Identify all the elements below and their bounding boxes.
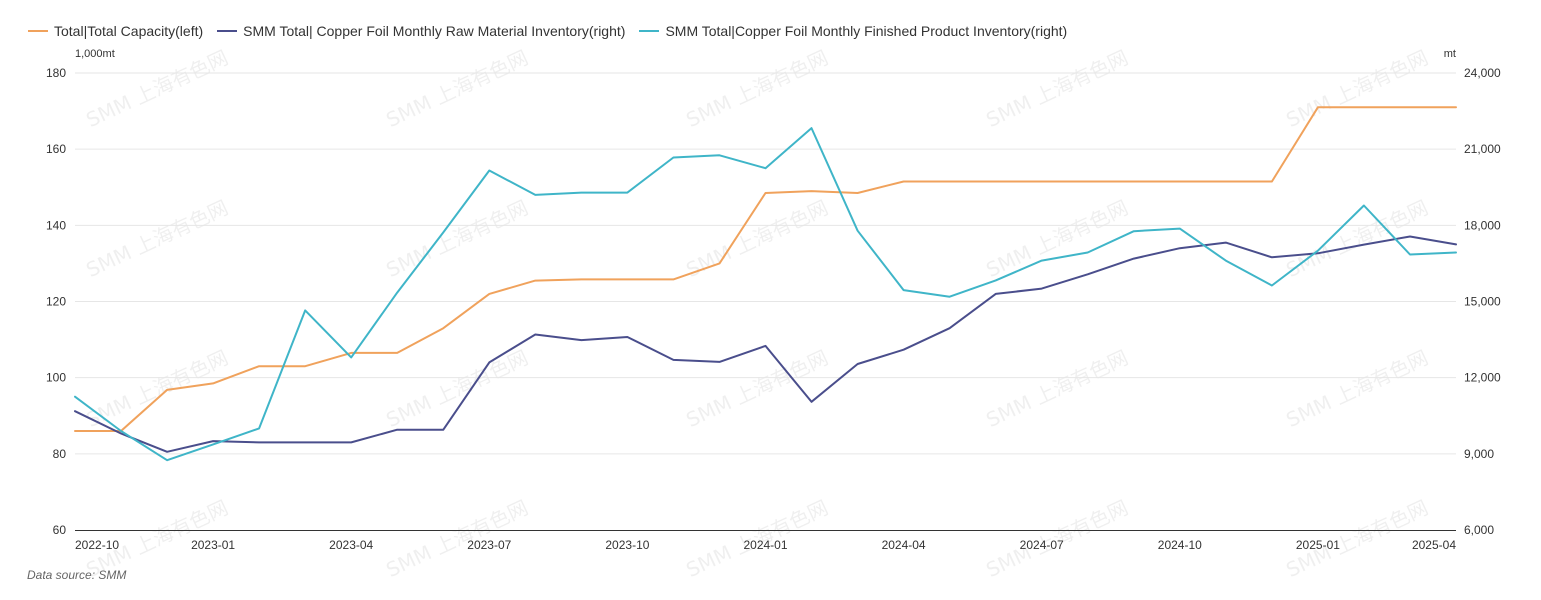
watermark-text: SMM 上海有色网 — [1282, 345, 1431, 432]
chart-legend: Total|Total Capacity(left) SMM Total| Co… — [28, 20, 1067, 42]
watermark-text: SMM 上海有色网 — [682, 45, 831, 132]
x-tick-label: 2022-10 — [75, 538, 119, 552]
left-tick-label: 180 — [46, 66, 66, 80]
right-tick-label: 24,000 — [1464, 66, 1501, 80]
legend-item-finished-product-inventory[interactable]: SMM Total|Copper Foil Monthly Finished P… — [639, 23, 1067, 39]
x-tick-label: 2023-04 — [329, 538, 373, 552]
series-line-raw-material-inventory[interactable] — [74, 235, 1457, 453]
legend-item-raw-material-inventory[interactable]: SMM Total| Copper Foil Monthly Raw Mater… — [217, 23, 625, 39]
watermark-text: SMM 上海有色网 — [82, 195, 231, 282]
legend-swatch-finished-product-inventory — [639, 30, 660, 32]
legend-item-total-capacity[interactable]: Total|Total Capacity(left) — [28, 23, 203, 39]
x-tick-label: 2024-01 — [743, 538, 787, 552]
legend-label-total-capacity: Total|Total Capacity(left) — [54, 23, 204, 39]
left-axis: 60 80 100 120 140 160 180 — [46, 66, 66, 537]
series-line-finished-product-inventory[interactable] — [74, 127, 1457, 462]
watermark-text: SMM 上海有色网 — [382, 195, 531, 282]
series-line-total-capacity[interactable] — [74, 106, 1457, 432]
left-axis-unit: 1,000mt — [75, 48, 115, 60]
watermark-layer: SMM 上海有色网 SMM 上海有色网 SMM 上海有色网 SMM 上海有色网 SMM … — [82, 45, 1431, 582]
x-tick-label: 2024-04 — [882, 538, 926, 552]
left-tick-label: 60 — [53, 523, 67, 537]
watermark-text: SMM 上海有色网 — [1282, 45, 1431, 132]
watermark-text: SMM 上海有色网 — [982, 345, 1131, 432]
right-tick-label: 15,000 — [1464, 295, 1501, 309]
left-tick-label: 100 — [46, 371, 66, 385]
left-tick-label: 120 — [46, 295, 66, 309]
watermark-text: SMM 上海有色网 — [382, 45, 531, 132]
series-lines — [74, 106, 1457, 462]
watermark-text: SMM 上海有色网 — [382, 345, 531, 432]
x-tick-label: 2025-01 — [1296, 538, 1340, 552]
legend-swatch-total-capacity — [28, 30, 48, 32]
right-tick-label: 6,000 — [1464, 523, 1494, 537]
right-tick-label: 18,000 — [1464, 218, 1501, 232]
watermark-text: SMM 上海有色网 — [1282, 195, 1431, 282]
right-axis: 6,000 9,000 12,000 15,000 18,000 21,000 24,000 — [1464, 66, 1501, 537]
x-tick-label: 2023-07 — [467, 538, 511, 552]
legend-label-raw-material-inventory: SMM Total| Copper Foil Monthly Raw Mater… — [243, 23, 626, 39]
left-tick-label: 160 — [46, 142, 66, 156]
x-tick-label: 2024-10 — [1158, 538, 1202, 552]
legend-swatch-raw-material-inventory — [217, 30, 238, 32]
watermark-text: SMM 上海有色网 — [982, 195, 1131, 282]
legend-label-finished-product-inventory: SMM Total|Copper Foil Monthly Finished P… — [665, 23, 1068, 39]
right-tick-label: 9,000 — [1464, 447, 1494, 461]
left-tick-label: 80 — [53, 447, 67, 461]
right-axis-unit: mt — [1444, 48, 1456, 60]
x-axis: 2022-10 2023-01 2023-04 2023-07 2023-10 2024-… — [75, 538, 1456, 552]
watermark-text: SMM 上海有色网 — [982, 45, 1131, 132]
x-tick-label: 2025-04 — [1412, 538, 1456, 552]
right-tick-label: 21,000 — [1464, 142, 1501, 156]
watermark-text: SMM 上海有色网 — [682, 345, 831, 432]
right-tick-label: 12,000 — [1464, 371, 1501, 385]
x-tick-label: 2023-01 — [191, 538, 235, 552]
gridlines — [75, 72, 1456, 455]
x-tick-label: 2023-10 — [605, 538, 649, 552]
x-tick-label: 2024-07 — [1020, 538, 1064, 552]
data-source-note: Data source: SMM — [27, 568, 127, 582]
left-tick-label: 140 — [46, 218, 66, 232]
